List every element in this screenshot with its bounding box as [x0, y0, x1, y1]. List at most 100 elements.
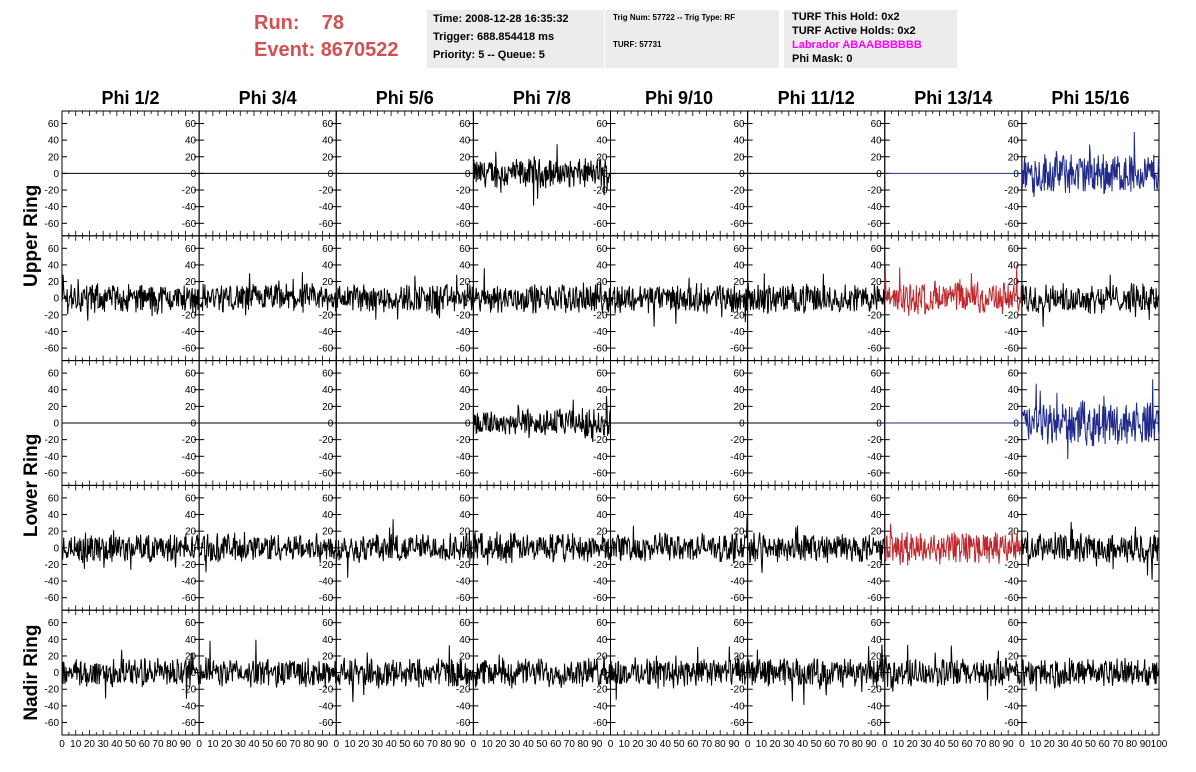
- x-tick-label: 100: [1151, 739, 1168, 750]
- y-tick-label: -20: [730, 186, 745, 197]
- x-tick-label: 0: [333, 739, 339, 750]
- time-text: Time: 2008-12-28 16:35:32: [433, 13, 569, 25]
- y-tick-label: -40: [456, 701, 471, 712]
- x-tick-label: 70: [701, 739, 713, 750]
- x-tick-label: 70: [427, 739, 439, 750]
- y-tick-label: -60: [456, 718, 471, 729]
- y-tick-label: 20: [1008, 651, 1020, 662]
- y-tick-label: 20: [185, 277, 197, 288]
- y-tick-label: 40: [459, 136, 471, 147]
- waveform-trace: [198, 639, 337, 688]
- x-tick-label: 0: [882, 739, 888, 750]
- y-tick-label: -20: [593, 310, 608, 321]
- y-tick-label: 0: [328, 419, 334, 430]
- x-tick-label: 0: [608, 739, 614, 750]
- waveform-trace: [610, 516, 749, 564]
- column-header: Phi 1/2: [102, 88, 160, 108]
- y-tick-label: 40: [871, 510, 883, 521]
- labrador-text: Labrador ABAABBBBBB: [792, 39, 922, 51]
- y-tick-label: 20: [871, 277, 883, 288]
- y-tick-label: -40: [45, 701, 60, 712]
- x-tick-label: 80: [303, 739, 315, 750]
- x-tick-label: 60: [139, 739, 151, 750]
- x-tick-label: 40: [523, 739, 535, 750]
- x-tick-label: 20: [632, 739, 644, 750]
- ring-label: Upper Ring: [21, 185, 42, 287]
- y-tick-label: -40: [1004, 202, 1019, 213]
- waveform-trace: [747, 644, 886, 705]
- y-tick-label: -20: [182, 560, 197, 571]
- x-tick-label: 60: [1099, 739, 1111, 750]
- y-tick-label: 20: [596, 651, 608, 662]
- y-tick-label: 20: [596, 277, 608, 288]
- y-tick-label: 20: [322, 402, 334, 413]
- y-tick-label: -40: [456, 202, 471, 213]
- y-tick-label: 60: [459, 119, 471, 130]
- x-tick-label: 70: [975, 739, 987, 750]
- waveform-trace: [1021, 521, 1160, 580]
- y-tick-label: -40: [730, 701, 745, 712]
- waveform-trace: [1021, 379, 1160, 460]
- x-tick-label: 70: [1112, 739, 1124, 750]
- y-tick-label: 20: [185, 152, 197, 163]
- waveform-trace: [61, 274, 200, 321]
- x-tick-label: 30: [646, 739, 658, 750]
- x-tick-label: 10: [70, 739, 82, 750]
- column-header: Phi 7/8: [513, 88, 571, 108]
- y-tick-label: -20: [182, 435, 197, 446]
- waveform-trace: [61, 530, 200, 570]
- y-tick-label: -60: [319, 593, 334, 604]
- y-tick-label: -20: [45, 310, 60, 321]
- x-tick-label: 90: [728, 739, 740, 750]
- y-tick-label: -20: [45, 186, 60, 197]
- y-tick-label: 60: [48, 369, 60, 380]
- y-tick-label: 0: [53, 543, 59, 554]
- y-tick-label: -20: [1004, 435, 1019, 446]
- y-tick-label: -40: [319, 577, 334, 588]
- y-tick-label: 40: [1008, 136, 1020, 147]
- y-tick-label: -40: [593, 577, 608, 588]
- x-tick-label: 80: [578, 739, 590, 750]
- x-tick-label: 30: [783, 739, 795, 750]
- y-tick-label: -60: [319, 344, 334, 355]
- y-tick-label: 60: [734, 618, 746, 629]
- x-tick-label: 30: [920, 739, 932, 750]
- x-tick-label: 20: [1044, 739, 1056, 750]
- x-tick-label: 30: [1057, 739, 1069, 750]
- y-tick-label: -40: [319, 701, 334, 712]
- y-tick-label: -40: [319, 202, 334, 213]
- x-tick-label: 50: [1085, 739, 1097, 750]
- column-header: Phi 9/10: [645, 88, 713, 108]
- y-tick-label: -20: [319, 435, 334, 446]
- y-tick-label: -20: [45, 685, 60, 696]
- y-tick-label: 40: [871, 260, 883, 271]
- waveform-trace: [198, 272, 337, 316]
- y-tick-label: -60: [1004, 593, 1019, 604]
- y-tick-label: 20: [871, 651, 883, 662]
- x-tick-label: 90: [454, 739, 466, 750]
- y-tick-label: 60: [734, 493, 746, 504]
- y-tick-label: -60: [319, 219, 334, 230]
- y-tick-label: -20: [319, 310, 334, 321]
- y-tick-label: 20: [48, 277, 60, 288]
- y-tick-label: 40: [185, 385, 197, 396]
- y-tick-label: 40: [1008, 385, 1020, 396]
- x-tick-label: 30: [98, 739, 110, 750]
- waveform-trace: [198, 531, 337, 573]
- y-tick-label: 20: [1008, 277, 1020, 288]
- y-tick-label: 60: [48, 244, 60, 255]
- waveform-trace: [1021, 274, 1160, 327]
- y-tick-label: 60: [871, 244, 883, 255]
- y-tick-label: 40: [596, 635, 608, 646]
- x-tick-label: 50: [125, 739, 137, 750]
- y-tick-label: -20: [456, 310, 471, 321]
- y-tick-label: 60: [1008, 369, 1020, 380]
- y-tick-label: 20: [459, 402, 471, 413]
- x-tick-label: 40: [248, 739, 260, 750]
- x-tick-label: 40: [934, 739, 946, 750]
- y-tick-label: -20: [456, 186, 471, 197]
- y-tick-label: 40: [459, 260, 471, 271]
- x-tick-label: 40: [386, 739, 398, 750]
- x-tick-label: 0: [1019, 739, 1025, 750]
- x-tick-label: 40: [1071, 739, 1083, 750]
